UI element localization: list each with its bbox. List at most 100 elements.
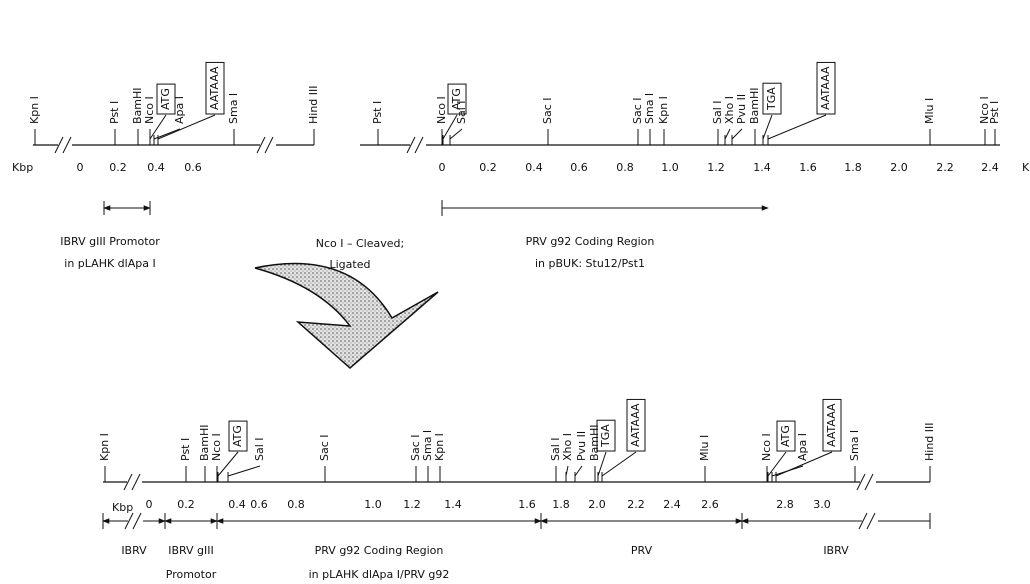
boxed-site-label: TGA: [599, 424, 612, 448]
site: Pst I: [988, 101, 1001, 124]
site: Sal I: [253, 437, 266, 461]
boxed-site-label: ATG: [159, 88, 172, 110]
site: Sac I: [318, 434, 331, 461]
caption: in pLAHK dlApa I: [64, 257, 155, 270]
ligation-label: Nco I – Cleaved;: [316, 237, 404, 250]
site-label: Sac I: [318, 434, 331, 461]
region-label: in pLAHK dlApa I/PRV g92: [309, 568, 450, 581]
region-label: PRV: [631, 544, 653, 557]
site: Pvu II: [735, 94, 748, 124]
site-label: Hind III: [307, 85, 320, 124]
site-label: Pst I: [179, 438, 192, 461]
site-label: Kpn I: [98, 433, 111, 461]
kbp-tick-label: 0.6: [250, 498, 268, 511]
site: ATG: [229, 421, 247, 451]
kbp-tick-label: 1.6: [799, 161, 817, 174]
site: Kpn I: [28, 96, 41, 124]
site-label: Nco I: [435, 96, 448, 124]
kbp-tick-label: 2.4: [981, 161, 999, 174]
site-label: Sma I: [643, 93, 656, 124]
kbp-tick-label: 1.4: [753, 161, 771, 174]
site-label: Apa I: [173, 96, 186, 124]
region-label: IBRV: [121, 544, 147, 557]
caption: in pBUK: Stu12/Pst1: [535, 257, 645, 270]
boxed-site-label: AATAAA: [208, 66, 221, 110]
site: Xho I: [561, 433, 574, 461]
kbp-tick-label: 1.0: [661, 161, 679, 174]
kbp-tick-label: 2.0: [890, 161, 908, 174]
kbp-label: Kbp: [112, 501, 133, 514]
kbp-tick-label: 0: [77, 161, 84, 174]
site-label: Sma I: [227, 93, 240, 124]
site-label: Mlu I: [698, 435, 711, 461]
site: AATAAA: [206, 62, 224, 114]
site-connector: [566, 466, 568, 476]
kbp-tick-label: 1.2: [707, 161, 725, 174]
axis-break: [867, 513, 875, 529]
site: Apa I: [796, 433, 809, 461]
boxed-site-label: TGA: [765, 87, 778, 111]
site: AATAAA: [823, 399, 841, 451]
site-connector: [575, 466, 582, 476]
site-label: Mlu I: [923, 98, 936, 124]
site: BamHI: [748, 87, 761, 124]
site-label: Xho I: [561, 433, 574, 461]
site-connector: [768, 115, 826, 139]
caption: IBRV gIII Promotor: [60, 235, 160, 248]
site: Pst I: [179, 438, 192, 461]
site-connector: [725, 129, 730, 139]
kbp-tick-label: 0.2: [177, 498, 195, 511]
site: Sac I: [541, 97, 554, 124]
site: TGA: [763, 83, 781, 114]
site: Hind III: [307, 85, 320, 124]
site: AATAAA: [817, 62, 835, 114]
site: Sma I: [227, 93, 240, 124]
kbp-tick-label: 2.8: [776, 498, 794, 511]
kbp-tick-label: 0.4: [525, 161, 543, 174]
site: Nco I: [143, 96, 156, 124]
axis-break: [63, 137, 71, 153]
site-label: Sal I: [253, 437, 266, 461]
boxed-site-label: AATAAA: [825, 403, 838, 447]
site-label: Kpn I: [657, 96, 670, 124]
boxed-site-label: AATAAA: [819, 66, 832, 110]
kbp-label: K: [1022, 161, 1030, 174]
kbp-tick-label: 0.6: [184, 161, 202, 174]
kbp-tick-label: 0.6: [570, 161, 588, 174]
site-label: Pst I: [108, 101, 121, 124]
kbp-tick-label: 0.4: [147, 161, 165, 174]
kbp-tick-label: 2.0: [588, 498, 606, 511]
site: Mlu I: [923, 98, 936, 124]
site-label: Nco I: [760, 433, 773, 461]
kbp-tick-label: 3.0: [813, 498, 831, 511]
site-connector: [228, 466, 260, 476]
kbp-label: Kbp: [12, 161, 33, 174]
site: TGA: [597, 420, 615, 451]
kbp-tick-label: 0.8: [287, 498, 305, 511]
site: Nco I: [435, 96, 448, 124]
site-label: Sal I: [455, 100, 468, 124]
boxed-site-label: AATAAA: [629, 403, 642, 447]
site-connector: [602, 452, 636, 476]
site: Kpn I: [657, 96, 670, 124]
kbp-tick-label: 2.2: [627, 498, 645, 511]
ligation-arrow: [255, 264, 438, 368]
site-label: BamHI: [748, 87, 761, 124]
site: Pst I: [371, 101, 384, 124]
site-label: Pvu II: [575, 431, 588, 461]
axis-break: [132, 474, 140, 490]
restriction-map-figure: Nco I – Cleaved; Ligated Kbp00.20.40.6Kp…: [0, 0, 1030, 584]
site-label: Hind III: [923, 422, 936, 461]
site-connector: [450, 129, 462, 139]
site-label: Sma I: [848, 430, 861, 461]
boxed-site-label: ATG: [779, 425, 792, 447]
site: Sal I: [455, 100, 468, 124]
kbp-tick-label: 1.4: [444, 498, 462, 511]
site: Pvu II: [575, 431, 588, 461]
kbp-tick-label: 0.2: [479, 161, 497, 174]
site: Nco I: [210, 433, 223, 461]
boxed-site-label: ATG: [231, 425, 244, 447]
site-label: Pst I: [371, 101, 384, 124]
kbp-tick-label: 1.6: [518, 498, 536, 511]
site-label: Nco I: [210, 433, 223, 461]
